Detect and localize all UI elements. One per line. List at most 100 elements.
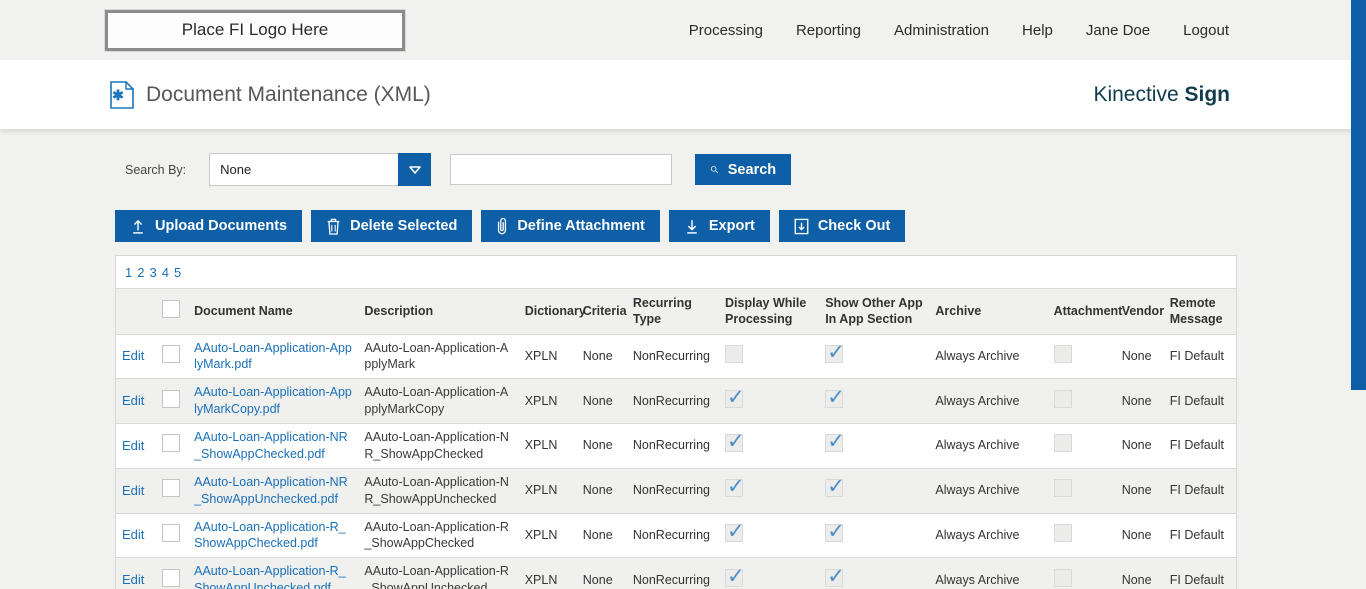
cell-display-while-processing (719, 423, 820, 469)
brand-regular: Kinective (1093, 82, 1179, 106)
cell-archive: Always Archive (929, 468, 1048, 514)
table-row: Edit AAuto-Loan-Application-NR_ShowAppUnc… (116, 468, 1236, 514)
attach-button[interactable]: Define Attachment (481, 210, 660, 242)
delete-button[interactable]: Delete Selected (311, 210, 473, 242)
attach-button-label: Define Attachment (517, 218, 645, 234)
fi-logo-placeholder: Place FI Logo Here (104, 8, 406, 52)
page-link-3[interactable]: 3 (149, 265, 157, 280)
cell-recurring-type: NonRecurring (626, 378, 720, 424)
page-title: Document Maintenance (XML) (146, 82, 431, 106)
edit-link[interactable]: Edit (122, 572, 145, 588)
cell-criteria: None (576, 334, 627, 380)
attachment-checkbox (1053, 479, 1072, 498)
row-select-checkbox[interactable] (162, 479, 181, 498)
document-name-link[interactable]: AAuto-Loan-Application-ApplyMarkCopy.pdf (194, 385, 352, 417)
search-input[interactable] (450, 154, 673, 185)
search-by-select[interactable]: None (209, 153, 432, 186)
cell-edit: Edit (116, 423, 157, 469)
row-select-checkbox[interactable] (162, 344, 181, 363)
row-select-checkbox[interactable] (162, 523, 181, 542)
cell-remote-message: FI Default (1163, 423, 1236, 469)
delete-button-label: Delete Selected (350, 218, 458, 234)
show-other-app-checkbox (825, 428, 845, 457)
cell-dictionary: XPLN (518, 513, 577, 559)
cell-attachment (1047, 378, 1116, 424)
cell-select (156, 557, 189, 589)
fi-logo-text: Place FI Logo Here (181, 20, 329, 39)
upload-icon (130, 218, 146, 235)
column-header-criteria: Criteria (576, 288, 627, 335)
document-name-link[interactable]: AAuto-Loan-Application-R_ShowAppUnchecke… (194, 564, 346, 589)
cell-edit: Edit (116, 468, 157, 514)
cell-archive: Always Archive (929, 334, 1048, 380)
column-header-attachment: Attachment (1047, 288, 1122, 335)
page-link-4[interactable]: 4 (161, 265, 169, 280)
document-name-link[interactable]: AAuto-Loan-Application-R_ShowAppChecked.… (194, 519, 346, 551)
nav-item-reporting[interactable]: Reporting (795, 21, 861, 39)
cell-attachment (1047, 557, 1116, 589)
cell-document-name: AAuto-Loan-Application-R_ShowAppUnchecke… (188, 557, 359, 589)
cell-vendor: None (1115, 557, 1164, 589)
row-select-checkbox[interactable] (162, 389, 181, 408)
column-header-description: Description (358, 288, 519, 335)
upload-button[interactable]: Upload Documents (115, 210, 303, 242)
cell-document-name: AAuto-Loan-Application-ApplyMark.pdf (188, 334, 359, 380)
cell-show-other-app (819, 378, 930, 424)
vertical-scrollbar[interactable] (1351, 0, 1366, 589)
export-button[interactable]: Export (668, 210, 770, 242)
page-link-1[interactable]: 1 (125, 265, 133, 280)
cell-vendor: None (1115, 423, 1164, 469)
cell-description: AAuto-Loan-Application-NR_ShowAppUncheck… (358, 468, 519, 514)
search-by-label: Search By: (125, 162, 187, 177)
display-while-processing-checkbox (725, 563, 745, 589)
cell-select (156, 423, 189, 469)
cell-display-while-processing (719, 513, 820, 559)
upload-button-label: Upload Documents (155, 218, 288, 234)
nav-item-logout[interactable]: Logout (1183, 21, 1229, 39)
cell-edit: Edit (116, 513, 157, 559)
header-select-column (156, 288, 189, 335)
nav-item-jane-doe[interactable]: Jane Doe (1085, 21, 1151, 39)
cell-remote-message: FI Default (1163, 334, 1236, 380)
top-nav: Processing Reporting Administration Help Jan… (689, 22, 1229, 39)
page-link-5[interactable]: 5 (173, 265, 182, 280)
page-link-2[interactable]: 2 (137, 265, 145, 280)
select-all-checkbox[interactable] (162, 300, 181, 319)
cell-attachment (1047, 513, 1116, 559)
cell-select (156, 468, 189, 514)
document-name-link[interactable]: AAuto-Loan-Application-NR_ShowAppChecked… (194, 430, 348, 461)
column-header-recurring-type: Recurring Type (626, 288, 720, 335)
column-header-remote-message: Remote Message (1163, 288, 1236, 335)
edit-link[interactable]: Edit (122, 348, 145, 364)
row-select-checkbox[interactable] (162, 568, 181, 587)
search-by-selected-value: None (220, 162, 252, 177)
edit-link[interactable]: Edit (122, 393, 145, 409)
show-other-app-checkbox (825, 563, 845, 589)
nav-item-administration[interactable]: Administration (893, 21, 990, 39)
search-button[interactable]: Search (695, 154, 792, 185)
cell-criteria: None (576, 468, 627, 514)
title-band: ✱ Document Maintenance (XML) Kinective S… (0, 60, 1366, 129)
select-arrow-button[interactable] (398, 153, 432, 186)
row-select-checkbox[interactable] (162, 434, 181, 453)
cell-criteria: None (576, 513, 627, 559)
scrollbar-thumb[interactable] (1351, 0, 1366, 390)
cell-display-while-processing (719, 557, 820, 589)
document-name-link[interactable]: AAuto-Loan-Application-NR_ShowAppUncheck… (194, 474, 348, 506)
cell-display-while-processing (719, 468, 820, 514)
table-header-row: Document Name Description Dictionary Criter… (116, 288, 1236, 335)
edit-link[interactable]: Edit (122, 482, 145, 498)
document-name-link[interactable]: AAuto-Loan-Application-ApplyMark.pdf (194, 340, 352, 372)
show-other-app-checkbox (825, 339, 845, 367)
attachment-checkbox (1053, 344, 1072, 363)
nav-item-help[interactable]: Help (1022, 21, 1053, 39)
cell-show-other-app (819, 557, 930, 589)
cell-criteria: None (576, 423, 627, 469)
cell-dictionary: XPLN (518, 423, 577, 469)
edit-link[interactable]: Edit (122, 437, 145, 453)
column-header-show-other-app-in-app-section: Show Other App In App Section (819, 288, 930, 335)
nav-item-processing[interactable]: Processing (688, 21, 763, 39)
checkout-button[interactable]: Check Out (778, 210, 906, 242)
edit-link[interactable]: Edit (122, 527, 145, 543)
cell-dictionary: XPLN (518, 378, 577, 424)
